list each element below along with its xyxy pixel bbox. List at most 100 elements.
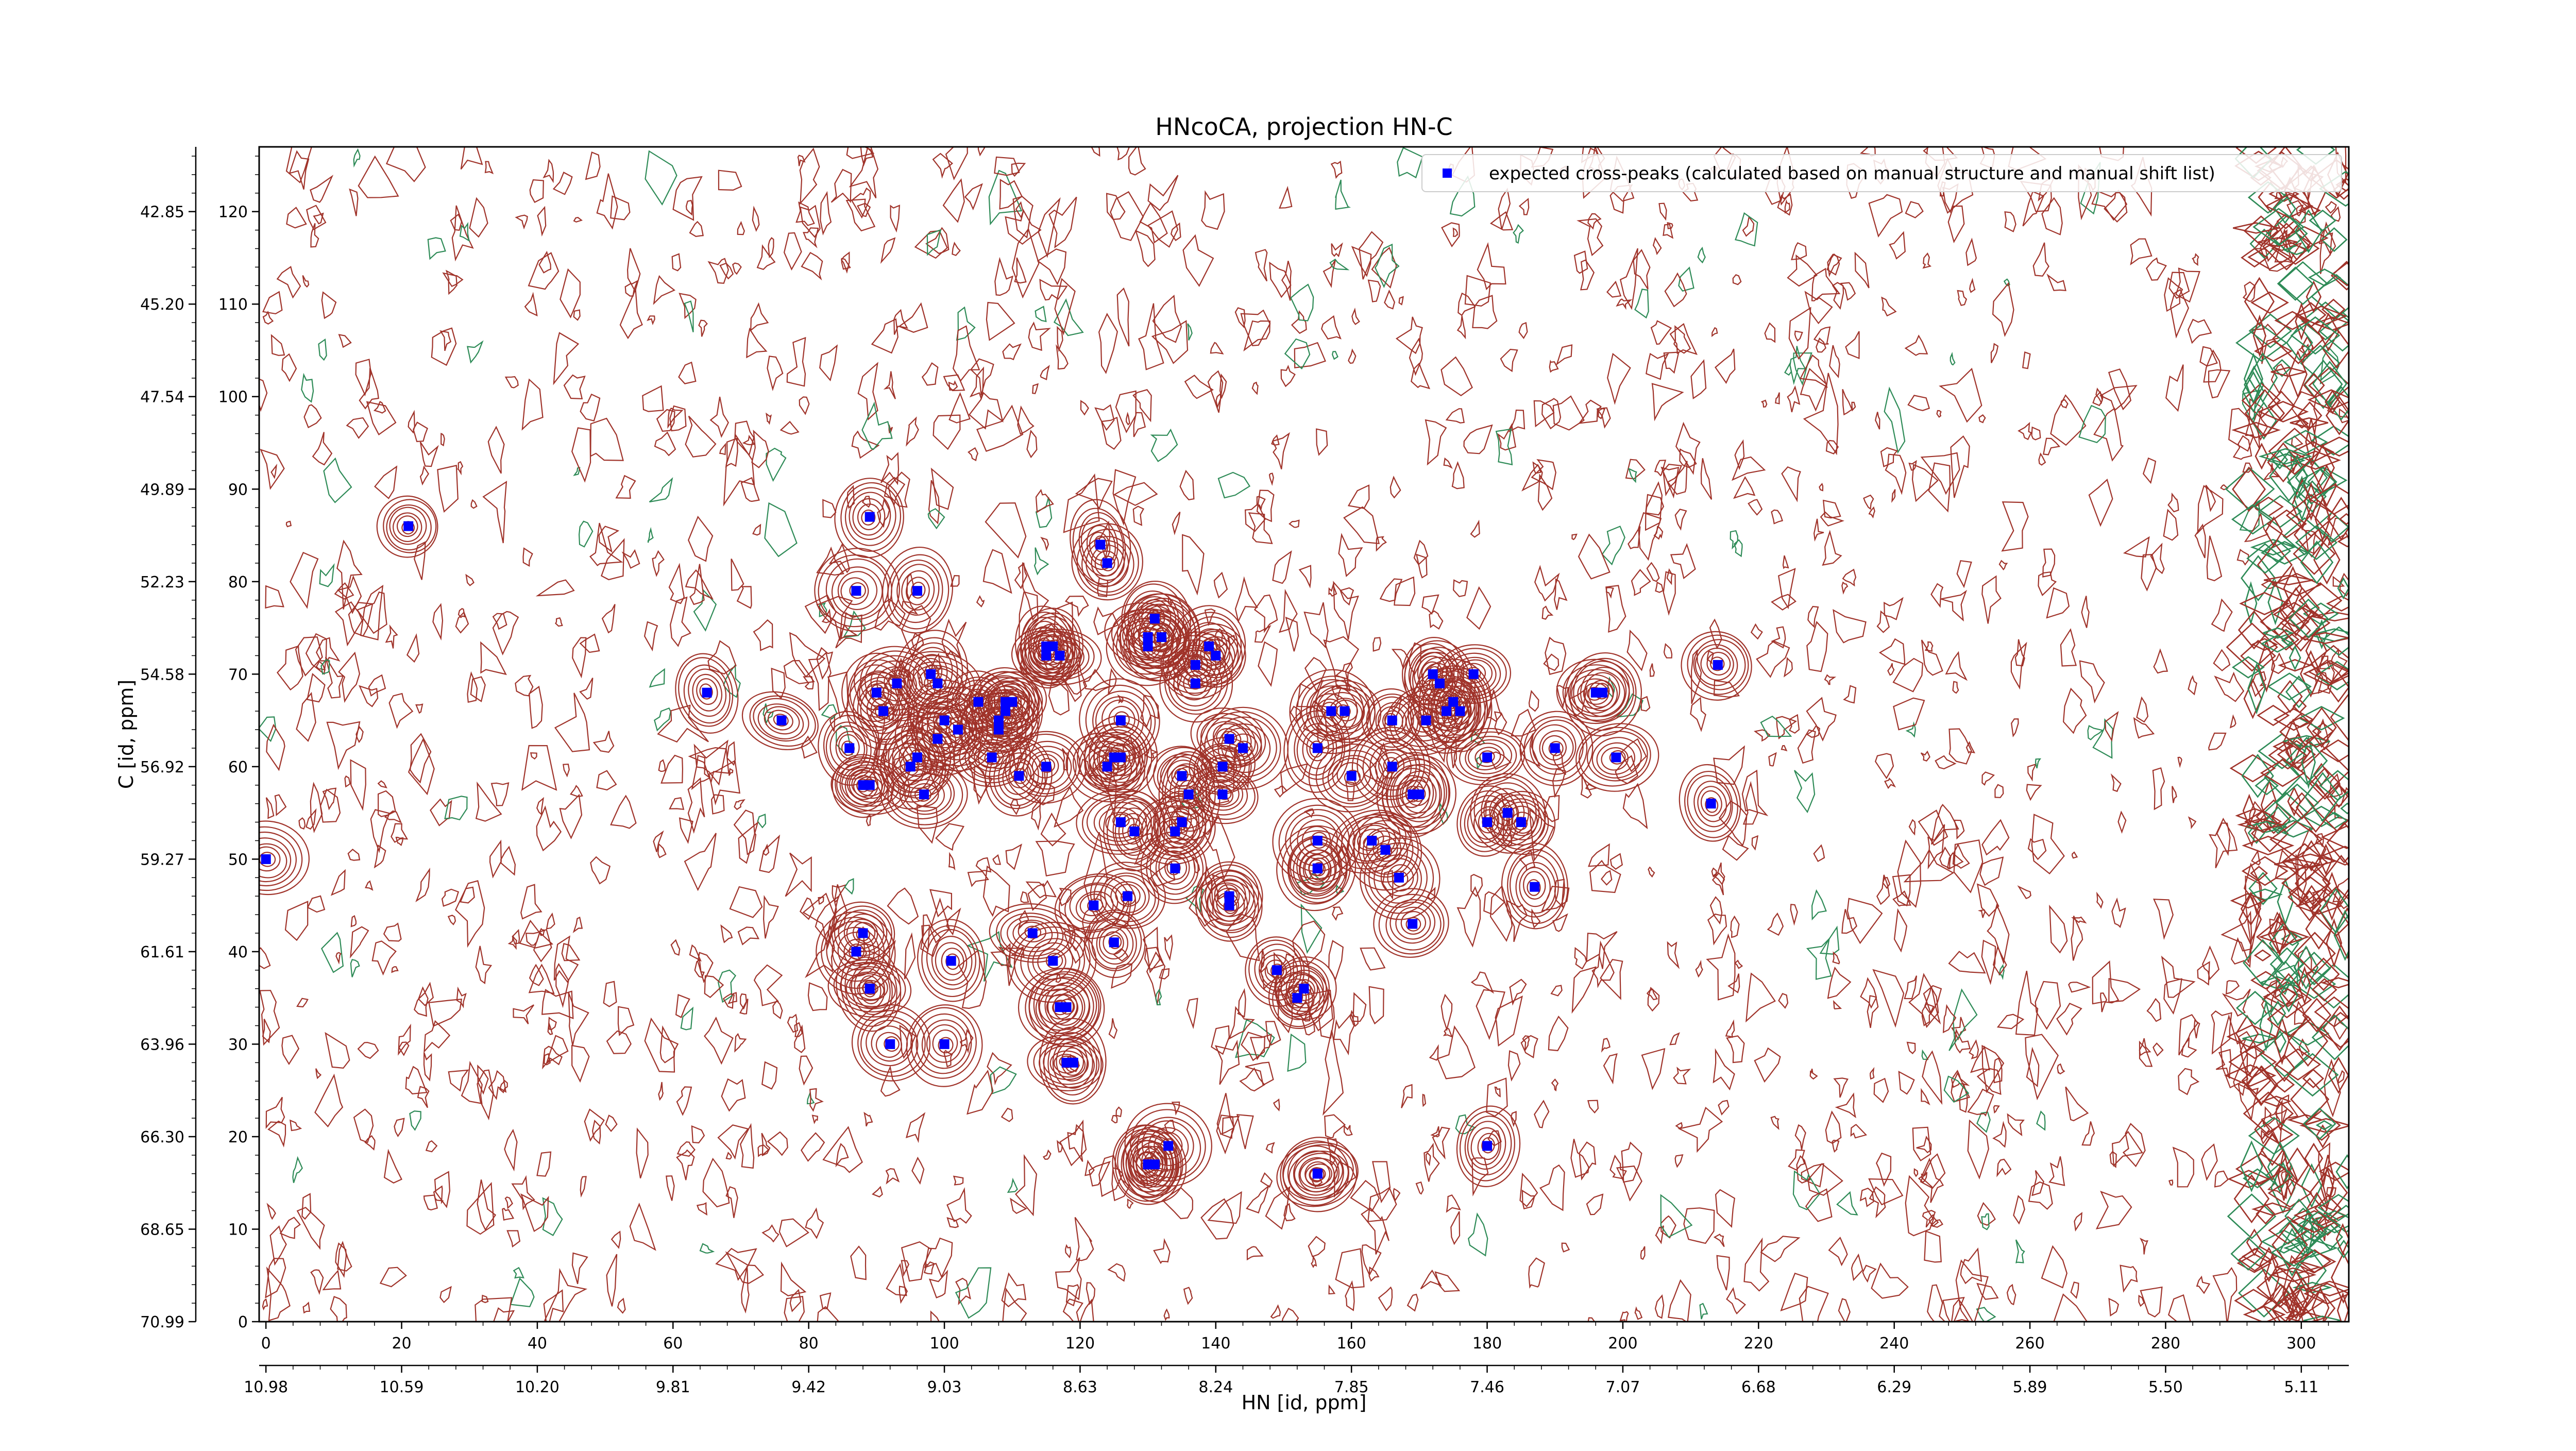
peak-contour-level	[1511, 812, 1534, 834]
noise-contour	[928, 1269, 948, 1298]
noise-contour	[1876, 610, 1890, 633]
peak-contour-level	[1529, 719, 1584, 775]
noise-contour	[1626, 629, 1648, 671]
noise-contour	[1117, 694, 1124, 704]
noise-contour	[742, 434, 755, 446]
noise-contour	[2291, 435, 2303, 448]
noise-contour	[554, 693, 590, 752]
cross-peak-point	[1387, 715, 1397, 726]
cross-peak-point	[1102, 558, 1112, 568]
edge-noise-contour	[2267, 672, 2312, 701]
edge-noise-contour	[2278, 261, 2328, 306]
edge-noise-contour	[2250, 401, 2277, 440]
noise-contour	[1495, 995, 1523, 1047]
edge-noise-contour	[2267, 1141, 2293, 1193]
peak-contour-group	[1185, 766, 1259, 824]
noise-contour	[1807, 1163, 1843, 1196]
edge-noise-contour	[2320, 626, 2349, 656]
edge-noise-contour	[2291, 1277, 2314, 1312]
edge-noise-contour	[2257, 704, 2290, 727]
noise-contour	[1790, 904, 1798, 926]
noise-contour	[986, 301, 1015, 341]
noise-contour	[541, 989, 574, 1019]
edge-noise-contour	[2322, 854, 2349, 905]
noise-contour	[820, 191, 832, 235]
noise-contour	[1271, 434, 1280, 446]
noise-contour	[1002, 343, 1022, 361]
noise-contour	[1842, 389, 1853, 416]
edge-noise-contour	[2232, 222, 2279, 234]
noise-contour	[1976, 883, 1999, 917]
peak-contour-level	[1358, 820, 1414, 878]
noise-contour	[281, 353, 297, 382]
noise-contour	[2056, 1003, 2082, 1036]
peak-contour-level	[1027, 1035, 1104, 1091]
edge-noise-contour	[2298, 1249, 2332, 1274]
peak-contour-level	[1568, 669, 1625, 717]
noise-contour	[1437, 1025, 1476, 1079]
edge-noise-contour	[2247, 244, 2292, 270]
noise-contour	[432, 603, 444, 641]
noise-contour	[457, 608, 466, 618]
peak-contour-level	[1200, 875, 1259, 938]
noise-contour	[1042, 1149, 1052, 1160]
noise-contour	[1741, 769, 1769, 816]
y-ppm-tick-label: 68.65	[140, 1221, 184, 1239]
edge-noise-contour	[2267, 1178, 2313, 1208]
peak-contour-group	[1120, 593, 1201, 681]
noise-contour	[1745, 972, 1776, 1023]
peak-contour-level	[1700, 790, 1722, 817]
noise-contour	[521, 378, 544, 431]
noise-contour	[357, 1041, 379, 1059]
noise-contour	[955, 1277, 971, 1306]
noise-contour	[1038, 197, 1061, 258]
noise-contour	[779, 420, 800, 435]
noise-contour	[1456, 886, 1481, 948]
edge-noise-contour	[2302, 1069, 2325, 1089]
edge-noise-contour	[2245, 1065, 2279, 1105]
edge-noise-contour	[2256, 920, 2298, 954]
peak-contour-level	[1047, 1032, 1097, 1096]
noise-contour	[1726, 1287, 1747, 1315]
noise-contour	[290, 551, 319, 609]
noise-contour	[433, 1185, 444, 1205]
peak-contour-level	[1383, 757, 1399, 773]
noise-contour	[1770, 1116, 1780, 1131]
peak-contour-level	[1199, 706, 1289, 790]
noise-contour	[887, 887, 919, 925]
edge-noise-contour	[2319, 888, 2349, 934]
peak-contours	[259, 478, 1752, 1212]
edge-noise-contour	[2303, 1283, 2349, 1305]
noise-contour	[1822, 530, 1842, 566]
noise-contour	[571, 1044, 590, 1083]
noise-contour	[697, 952, 714, 984]
noise-contour	[2209, 817, 2238, 869]
noise-contour	[869, 702, 887, 749]
noise-contour	[1010, 1197, 1027, 1214]
noise-contour	[2178, 1014, 2199, 1056]
noise-contour	[1668, 1279, 1691, 1322]
noise-contour	[1588, 843, 1610, 867]
noise-contour	[977, 147, 986, 157]
edge-noise-contour	[2271, 450, 2289, 469]
cross-peak-point	[953, 724, 963, 735]
cross-peak-point	[1380, 845, 1391, 855]
noise-contour	[525, 931, 541, 946]
peak-contour-level	[1164, 649, 1228, 715]
y-ppm-tick-label: 61.61	[140, 943, 184, 961]
edge-noise-contour	[2278, 659, 2312, 672]
noise-contour	[1952, 681, 1959, 694]
peak-contour-level	[1200, 639, 1231, 670]
noise-contour	[757, 1144, 770, 1157]
peak-contour-level	[1205, 779, 1240, 807]
noise-contour	[1258, 641, 1278, 687]
y-index-tick-label: 20	[228, 1128, 248, 1146]
noise-contour	[1897, 839, 1922, 908]
peak-contour-level	[882, 546, 953, 634]
noise-contour	[1217, 471, 1251, 499]
noise-contour	[1598, 407, 1611, 429]
noise-contour	[1082, 668, 1112, 691]
noise-contour	[1775, 392, 1780, 404]
